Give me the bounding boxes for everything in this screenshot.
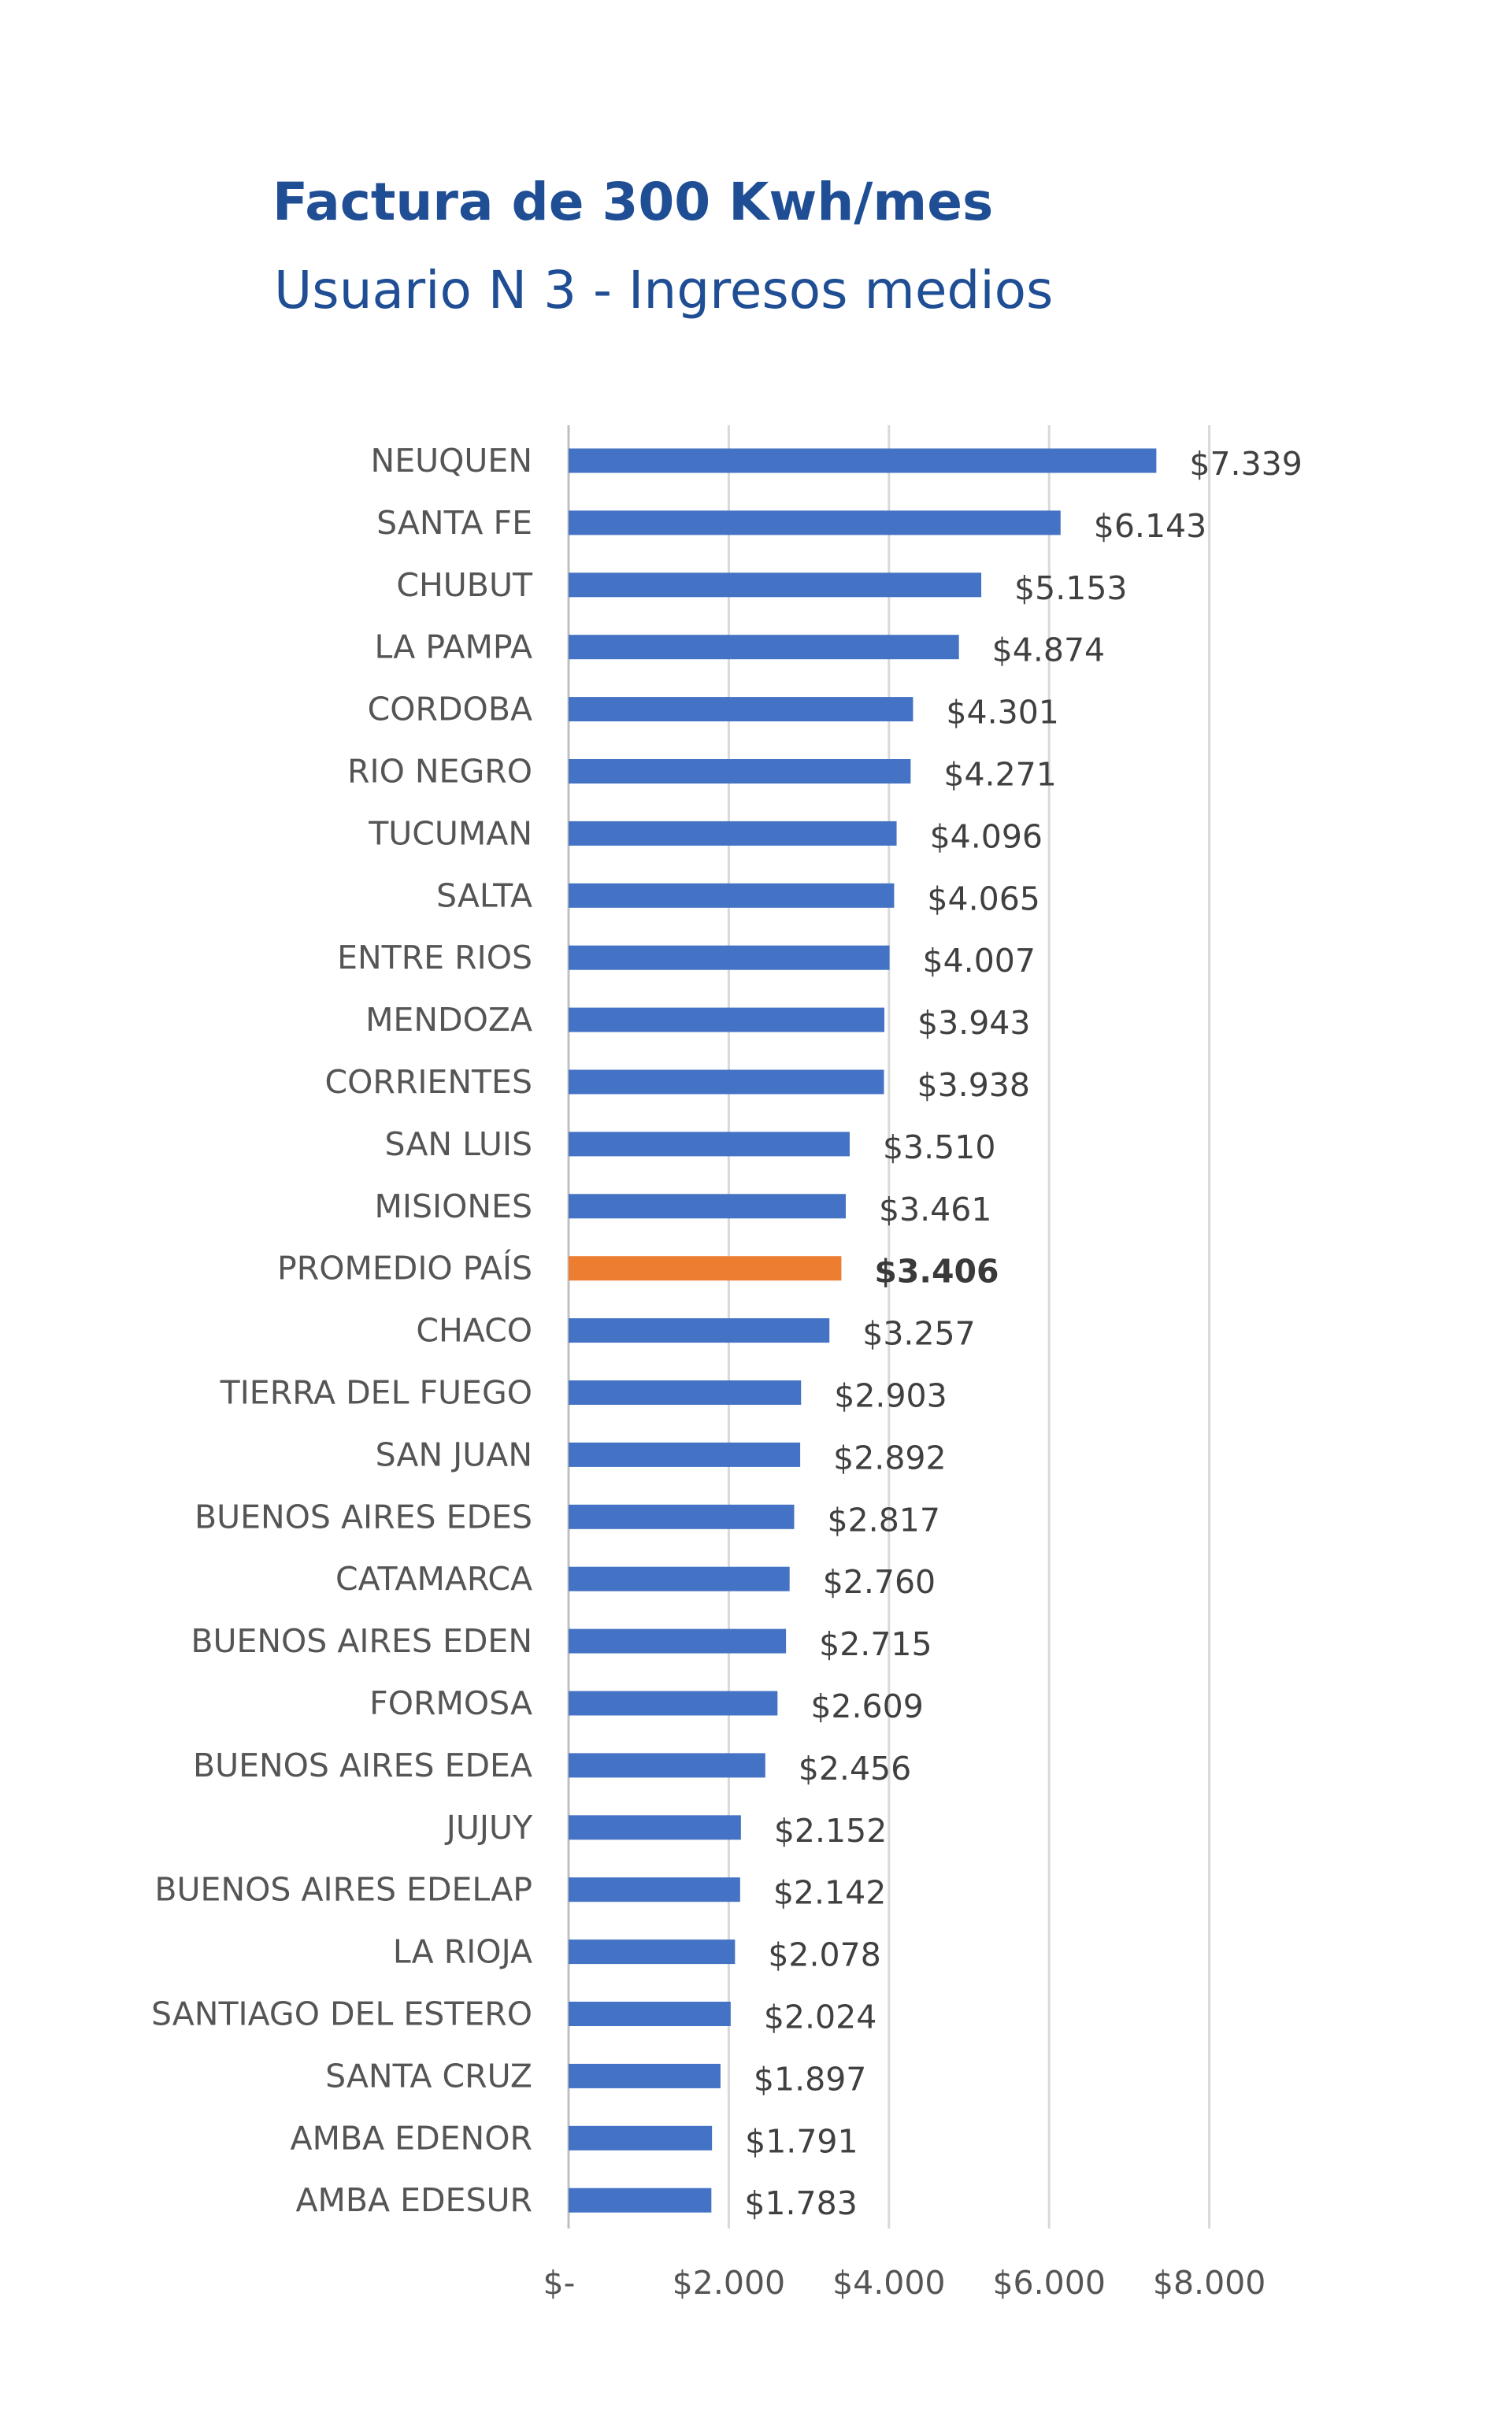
value-label: $2.078 xyxy=(768,1936,880,1974)
value-label: $4.301 xyxy=(946,694,1058,732)
value-label: $2.903 xyxy=(834,1377,947,1415)
value-label: $2.715 xyxy=(819,1625,932,1663)
chart-title: Factura de 300 Kwh/mes xyxy=(272,172,994,232)
category-label: TIERRA DEL FUEGO xyxy=(220,1374,532,1412)
value-label: $2.609 xyxy=(810,1687,923,1725)
highlight-bar xyxy=(569,1256,842,1281)
chart-subtitle: Usuario N 3 - Ingresos medios xyxy=(274,260,1054,320)
category-label: LA RIOJA xyxy=(393,1933,532,1971)
value-label: $4.874 xyxy=(992,632,1105,669)
value-label: $4.065 xyxy=(927,880,1040,917)
category-label: AMBA EDENOR xyxy=(291,2119,532,2157)
category-label: CATAMARCA xyxy=(335,1560,532,1598)
category-label: CORRIENTES xyxy=(324,1063,532,1101)
bar xyxy=(569,821,897,846)
value-label: $3.406 xyxy=(874,1253,999,1291)
category-label: BUENOS AIRES EDEA xyxy=(193,1747,532,1784)
value-label: $3.938 xyxy=(917,1066,1029,1104)
bar xyxy=(569,1380,802,1405)
category-label: FORMOSA xyxy=(369,1684,532,1722)
bar xyxy=(569,945,890,970)
bar xyxy=(569,1815,741,1840)
bar xyxy=(569,1939,736,1965)
value-label: $1.783 xyxy=(744,2184,857,2222)
value-label: $2.024 xyxy=(764,1999,876,2036)
category-label: AMBA EDESUR xyxy=(295,2181,532,2219)
category-label: SANTA CRUZ xyxy=(325,2057,532,2095)
value-label: $2.760 xyxy=(823,1563,936,1601)
bar xyxy=(569,2002,731,2026)
bar xyxy=(569,2063,721,2088)
bar xyxy=(569,448,1157,473)
value-label: $2.892 xyxy=(833,1439,946,1476)
category-label: SAN LUIS xyxy=(385,1125,532,1163)
value-label: $1.897 xyxy=(754,2060,866,2098)
bar xyxy=(569,697,914,722)
bar xyxy=(569,2188,712,2213)
bar xyxy=(569,1069,884,1095)
bar xyxy=(569,1691,778,1716)
bar xyxy=(569,1318,830,1343)
value-label: $3.510 xyxy=(883,1128,995,1166)
bar xyxy=(569,510,1061,535)
category-label: TUCUMAN xyxy=(368,814,532,852)
value-label: $4.096 xyxy=(930,817,1043,855)
category-label: SANTA FE xyxy=(376,504,532,542)
value-label: $2.152 xyxy=(774,1812,887,1850)
bar xyxy=(569,1442,801,1467)
value-label: $1.791 xyxy=(745,2122,858,2160)
category-label: CORDOBA xyxy=(368,691,532,728)
category-label: CHUBUT xyxy=(396,566,533,604)
category-label: JUJUY xyxy=(444,1809,533,1847)
bar xyxy=(569,1007,885,1032)
value-label: $2.456 xyxy=(799,1750,911,1788)
category-label: BUENOS AIRES EDEN xyxy=(191,1622,532,1660)
bar xyxy=(569,1566,790,1591)
bar xyxy=(569,883,895,908)
category-label: RIO NEGRO xyxy=(347,753,532,791)
value-label: $3.943 xyxy=(917,1004,1030,1042)
x-tick-label: $- xyxy=(543,2264,576,2302)
value-label: $2.142 xyxy=(773,1874,886,1912)
bar xyxy=(569,635,959,660)
category-label: MENDOZA xyxy=(365,1001,532,1039)
x-tick-label: $2.000 xyxy=(673,2264,785,2302)
category-label: SALTA xyxy=(436,876,532,914)
bar xyxy=(569,1628,787,1654)
bar xyxy=(569,759,911,784)
value-label: $4.007 xyxy=(923,942,1036,980)
value-label: $7.339 xyxy=(1189,445,1302,483)
bar xyxy=(569,1194,846,1219)
value-label: $2.817 xyxy=(827,1501,939,1539)
x-tick-label: $4.000 xyxy=(832,2264,945,2302)
category-label: BUENOS AIRES EDES xyxy=(195,1498,532,1536)
category-label: LA PAMPA xyxy=(374,628,532,666)
category-label: BUENOS AIRES EDELAP xyxy=(154,1871,532,1909)
bar xyxy=(569,2125,713,2151)
x-tick-label: $6.000 xyxy=(992,2264,1105,2302)
category-label: CHACO xyxy=(416,1312,532,1350)
value-label: $4.271 xyxy=(943,756,1056,794)
value-label: $5.153 xyxy=(1014,569,1127,607)
bar xyxy=(569,1132,850,1157)
x-tick-label: $8.000 xyxy=(1153,2264,1266,2302)
value-label: $3.257 xyxy=(862,1315,975,1353)
bar xyxy=(569,572,982,598)
bar xyxy=(569,1504,795,1529)
value-label: $6.143 xyxy=(1094,507,1206,545)
category-label: SANTIAGO DEL ESTERO xyxy=(151,1995,532,2033)
bar xyxy=(569,1877,740,1902)
category-label: PROMEDIO PAÍS xyxy=(277,1250,532,1287)
category-label: SAN JUAN xyxy=(376,1436,532,1473)
category-label: NEUQUEN xyxy=(371,442,532,480)
category-label: MISIONES xyxy=(375,1187,532,1225)
category-label: ENTRE RIOS xyxy=(337,939,532,976)
value-label: $3.461 xyxy=(879,1191,991,1228)
bar xyxy=(569,1753,765,1778)
